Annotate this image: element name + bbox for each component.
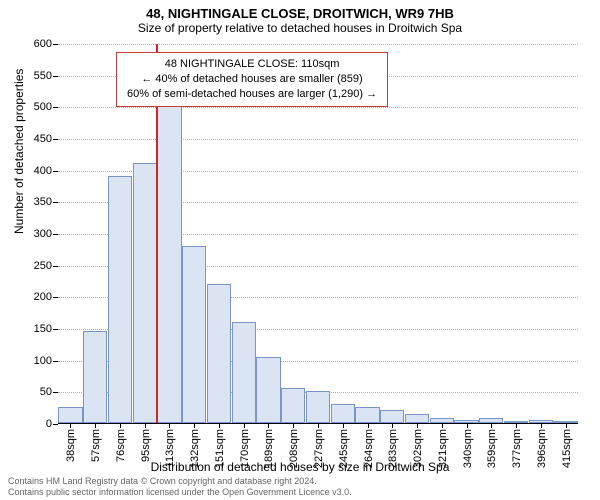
x-tick-mark [318,423,319,428]
y-tick-label: 150 [34,323,52,335]
x-tick-mark [491,423,492,428]
chart-title-line1: 48, NIGHTINGALE CLOSE, DROITWICH, WR9 7H… [0,6,600,21]
y-tick-mark [53,329,58,330]
x-axis-label: Distribution of detached houses by size … [0,460,600,474]
x-tick-mark [368,423,369,428]
annotation-box: 48 NIGHTINGALE CLOSE: 110sqm ← 40% of de… [116,52,388,107]
x-tick-mark [417,423,418,428]
footer-line1: Contains HM Land Registry data © Crown c… [8,476,352,487]
y-tick-label: 550 [34,70,52,82]
y-tick-mark [53,424,58,425]
y-axis-label: Number of detached properties [12,69,26,234]
y-tick-label: 450 [34,133,52,145]
y-tick-mark [53,171,58,172]
x-tick-mark [392,423,393,428]
y-tick-label: 250 [34,260,52,272]
histogram-bar [232,322,256,423]
y-tick-label: 100 [34,355,52,367]
y-tick-mark [53,392,58,393]
y-tick-mark [53,234,58,235]
chart-title-block: 48, NIGHTINGALE CLOSE, DROITWICH, WR9 7H… [0,0,600,35]
y-tick-mark [53,202,58,203]
annotation-line3: 60% of semi-detached houses are larger (… [127,87,377,102]
x-tick-mark [268,423,269,428]
histogram-bar [207,284,231,423]
y-gridline [58,139,578,140]
x-tick-mark [145,423,146,428]
x-tick-label: 95sqm [140,429,152,462]
y-tick-label: 600 [34,38,52,50]
x-tick-mark [467,423,468,428]
x-tick-mark [293,423,294,428]
x-tick-mark [566,423,567,428]
x-tick-mark [70,423,71,428]
histogram-bar [405,414,429,424]
y-tick-mark [53,266,58,267]
y-tick-label: 200 [34,291,52,303]
x-tick-label: 57sqm [90,429,102,462]
y-gridline [58,107,578,108]
x-tick-mark [169,423,170,428]
histogram-bar [256,357,280,424]
x-tick-mark [194,423,195,428]
x-tick-mark [343,423,344,428]
y-tick-mark [53,44,58,45]
histogram-bar [331,404,355,423]
x-tick-label: 76sqm [115,429,127,462]
histogram-bar [355,407,379,423]
histogram-bar [83,331,107,423]
histogram-bar [306,391,330,423]
chart-container: 05010015020025030035040045050055060038sq… [58,44,578,424]
histogram-bar [133,163,157,423]
y-tick-mark [53,297,58,298]
x-tick-mark [244,423,245,428]
x-tick-mark [219,423,220,428]
x-tick-mark [95,423,96,428]
histogram-bar [108,176,132,423]
y-tick-mark [53,76,58,77]
y-tick-label: 0 [46,418,52,430]
y-tick-label: 500 [34,101,52,113]
x-tick-label: 38sqm [65,429,77,462]
y-gridline [58,44,578,45]
y-tick-label: 300 [34,228,52,240]
footer-line2: Contains public sector information licen… [8,487,352,498]
x-tick-mark [120,423,121,428]
y-tick-mark [53,139,58,140]
x-tick-mark [442,423,443,428]
x-tick-mark [541,423,542,428]
x-tick-mark [516,423,517,428]
y-tick-label: 400 [34,165,52,177]
histogram-bar [182,246,206,423]
annotation-line1: 48 NIGHTINGALE CLOSE: 110sqm [127,57,377,72]
footer-attribution: Contains HM Land Registry data © Crown c… [8,476,352,499]
histogram-bar [281,388,305,423]
histogram-bar [380,410,404,423]
y-tick-mark [53,361,58,362]
chart-title-line2: Size of property relative to detached ho… [0,21,600,35]
y-tick-label: 50 [40,386,52,398]
y-tick-label: 350 [34,196,52,208]
histogram-bar [58,407,82,423]
y-tick-mark [53,107,58,108]
histogram-bar [157,106,181,423]
annotation-line2: ← 40% of detached houses are smaller (85… [127,72,377,87]
